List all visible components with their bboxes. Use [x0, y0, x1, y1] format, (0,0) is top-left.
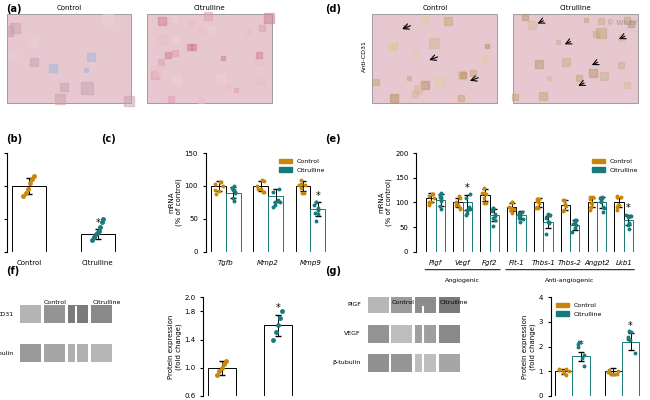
Y-axis label: Protein expression
(fold change): Protein expression (fold change) — [168, 314, 182, 379]
Text: Control: Control — [56, 5, 81, 11]
Text: β-tubulin: β-tubulin — [0, 351, 14, 356]
FancyBboxPatch shape — [368, 296, 389, 314]
Bar — [543, 222, 552, 252]
FancyBboxPatch shape — [368, 354, 389, 372]
Text: Citrulline: Citrulline — [440, 300, 468, 305]
Legend: Control, Citrulline: Control, Citrulline — [554, 300, 605, 319]
Text: Angiogenic: Angiogenic — [445, 278, 480, 283]
FancyBboxPatch shape — [415, 296, 436, 314]
Bar — [604, 371, 622, 396]
Text: *: * — [96, 218, 100, 228]
Text: *: * — [578, 340, 584, 350]
FancyBboxPatch shape — [20, 344, 41, 362]
Text: (a): (a) — [6, 4, 22, 14]
Legend: Control, Citrulline: Control, Citrulline — [590, 156, 640, 175]
Text: (f): (f) — [6, 266, 20, 276]
Bar — [12, 186, 46, 252]
Bar — [516, 215, 526, 252]
Bar — [226, 192, 240, 252]
Bar — [561, 205, 570, 252]
FancyBboxPatch shape — [148, 14, 272, 103]
Legend: Control, Citrulline: Control, Citrulline — [277, 156, 328, 175]
Text: *: * — [276, 303, 280, 313]
FancyBboxPatch shape — [415, 325, 436, 343]
Text: Citrulline: Citrulline — [92, 300, 121, 305]
Text: *: * — [315, 190, 320, 200]
Bar — [588, 202, 597, 252]
Bar — [614, 202, 624, 252]
Text: *: * — [629, 321, 633, 331]
Text: *: * — [626, 203, 631, 213]
Text: Control: Control — [44, 300, 66, 305]
Bar — [211, 186, 226, 252]
Text: Anti-CD31: Anti-CD31 — [362, 40, 367, 72]
Bar — [268, 196, 283, 252]
FancyBboxPatch shape — [44, 344, 65, 362]
Bar — [570, 225, 580, 252]
Text: (c): (c) — [101, 134, 116, 144]
Bar — [296, 186, 310, 252]
Text: (d): (d) — [325, 4, 341, 14]
Text: (e): (e) — [325, 134, 341, 144]
Text: CD31: CD31 — [0, 312, 14, 317]
Bar — [534, 202, 543, 252]
FancyBboxPatch shape — [391, 325, 412, 343]
Bar — [436, 200, 445, 252]
Bar — [555, 371, 573, 396]
Text: Citrulline: Citrulline — [560, 5, 592, 11]
Bar — [81, 234, 115, 252]
FancyBboxPatch shape — [368, 325, 389, 343]
Bar — [453, 202, 463, 252]
Bar — [573, 356, 590, 396]
Bar — [622, 342, 640, 396]
FancyBboxPatch shape — [439, 296, 460, 314]
Bar — [597, 202, 606, 252]
Bar — [480, 195, 489, 252]
FancyBboxPatch shape — [20, 305, 41, 323]
Bar — [507, 208, 516, 252]
FancyBboxPatch shape — [514, 14, 638, 103]
Y-axis label: Protein expression
(fold change): Protein expression (fold change) — [523, 314, 536, 379]
Text: VEGF: VEGF — [344, 331, 361, 336]
Bar — [426, 198, 436, 252]
FancyBboxPatch shape — [415, 354, 436, 372]
Bar — [310, 209, 325, 252]
Bar — [624, 220, 633, 252]
FancyBboxPatch shape — [6, 14, 131, 103]
Text: © WILEY: © WILEY — [607, 20, 638, 26]
Text: Control: Control — [391, 300, 414, 305]
Bar — [463, 202, 472, 252]
FancyBboxPatch shape — [91, 344, 112, 362]
FancyBboxPatch shape — [372, 14, 497, 103]
FancyBboxPatch shape — [44, 305, 65, 323]
Y-axis label: mRNA
(% of control): mRNA (% of control) — [379, 178, 392, 226]
Text: Masson's trichome: Masson's trichome — [0, 26, 1, 86]
FancyBboxPatch shape — [68, 305, 88, 323]
Text: Citrulline: Citrulline — [194, 5, 226, 11]
Text: β-tubulin: β-tubulin — [333, 360, 361, 365]
Bar — [207, 368, 236, 400]
Bar — [489, 215, 499, 252]
Text: (b): (b) — [6, 134, 23, 144]
Text: (g): (g) — [325, 266, 341, 276]
Bar — [264, 325, 292, 400]
FancyBboxPatch shape — [391, 296, 412, 314]
FancyBboxPatch shape — [91, 305, 112, 323]
Bar — [254, 186, 268, 252]
Text: Control: Control — [422, 5, 447, 11]
Text: Anti-angiogenic: Anti-angiogenic — [545, 278, 595, 283]
Text: *: * — [465, 183, 470, 193]
Text: PlGF: PlGF — [347, 302, 361, 307]
FancyBboxPatch shape — [68, 344, 88, 362]
FancyBboxPatch shape — [391, 354, 412, 372]
Y-axis label: mRNA
(% of control): mRNA (% of control) — [168, 178, 182, 226]
FancyBboxPatch shape — [439, 354, 460, 372]
FancyBboxPatch shape — [439, 325, 460, 343]
